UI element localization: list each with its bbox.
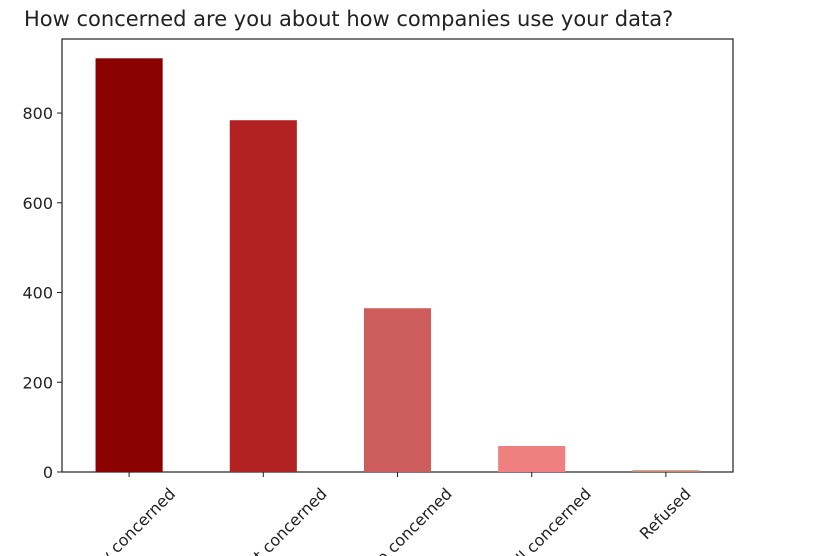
- bar: [229, 120, 297, 472]
- chart-title: How concerned are you about how companie…: [24, 7, 673, 31]
- x-tick-label: Not at all concerned: [467, 484, 595, 556]
- bar: [363, 308, 432, 472]
- bar: [632, 470, 700, 472]
- x-tick-label: Not too concerned: [338, 484, 456, 556]
- y-tick-label: 400: [22, 284, 53, 303]
- x-tick-label: Very concerned: [78, 484, 179, 556]
- y-tick-label: 800: [22, 104, 53, 123]
- y-tick-label: 0: [43, 463, 53, 482]
- y-tick-label: 200: [22, 373, 53, 392]
- x-tick-label: Somewhat concerned: [195, 484, 331, 556]
- y-tick-label: 600: [22, 194, 53, 213]
- x-tick-label: Refused: [636, 484, 695, 543]
- bar: [95, 58, 163, 472]
- bar: [498, 445, 566, 472]
